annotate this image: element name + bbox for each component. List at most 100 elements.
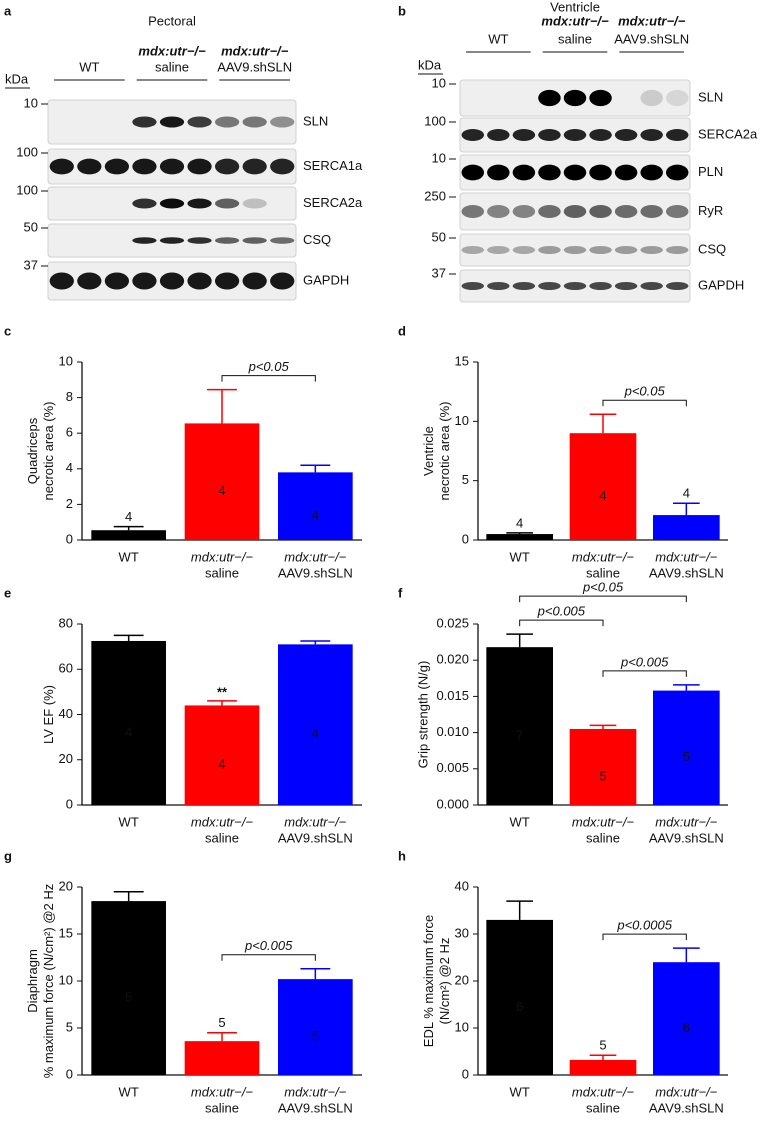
blot-band — [461, 129, 485, 141]
blot-band — [538, 205, 561, 218]
marker-label: 100 — [16, 144, 38, 159]
n-label: 6 — [516, 999, 523, 1014]
bar — [278, 472, 353, 540]
panel-letter: g — [4, 848, 12, 863]
y-tick-label: 20 — [455, 972, 469, 987]
blot-title: Pectoral — [148, 13, 196, 28]
blot-band — [665, 164, 689, 181]
y-tick-label: 0 — [66, 796, 73, 811]
blot-band — [640, 205, 663, 218]
x-tick-label: AAV9.shSLN — [278, 830, 353, 845]
y-tick-label: 0.000 — [436, 796, 469, 811]
x-tick-label: mdx:utr−/− — [191, 549, 254, 564]
blot-band — [640, 164, 663, 181]
blot-band — [512, 205, 536, 218]
bar — [184, 705, 260, 805]
blot-band — [665, 282, 689, 290]
blot-band — [640, 282, 663, 290]
n-label: 4 — [218, 757, 225, 772]
blot-band — [461, 246, 485, 254]
y-axis-label: (N/cm²) @2 Hz — [437, 938, 452, 1025]
protein-label: CSQ — [698, 241, 726, 256]
panel-letter: h — [398, 848, 406, 863]
x-tick-label: WT — [510, 814, 530, 829]
blot-band — [242, 198, 267, 209]
n-label: 7 — [516, 728, 523, 743]
x-tick-label: WT — [510, 1084, 530, 1099]
blot-band — [563, 129, 587, 141]
bar — [278, 979, 353, 1075]
y-axis-label: LV EF (%) — [41, 685, 56, 744]
y-tick-label: 0 — [66, 531, 73, 546]
blot-band — [538, 164, 561, 181]
blot-band — [187, 198, 212, 209]
blot-band — [132, 116, 157, 128]
blot-band — [159, 272, 185, 290]
marker-label: 100 — [16, 182, 38, 197]
group-label: mdx:utr−/− — [618, 13, 686, 28]
bar — [486, 647, 553, 805]
blot-band — [512, 246, 536, 254]
blot-band — [187, 237, 212, 244]
x-tick-label: mdx:utr−/− — [572, 814, 635, 829]
group-label: AAV9.shSLN — [217, 59, 292, 74]
marker-label: 37 — [432, 265, 446, 280]
x-tick-label: saline — [205, 1100, 239, 1115]
significance-label: p<0.05 — [624, 384, 666, 399]
y-tick-label: 0.025 — [436, 615, 469, 630]
marker-label: 37 — [24, 257, 38, 272]
blot-band — [614, 129, 638, 141]
significance-label: p<0.05 — [248, 359, 290, 374]
blot-band — [589, 205, 612, 218]
blot-band — [614, 205, 638, 218]
y-tick-label: 10 — [455, 1019, 469, 1034]
bar — [486, 534, 553, 540]
blot-band — [242, 116, 267, 128]
x-tick-label: saline — [205, 565, 239, 580]
y-tick-label: 0 — [66, 1066, 73, 1081]
y-tick-label: 15 — [59, 925, 73, 940]
blot-band — [665, 89, 689, 107]
blot-band — [77, 272, 102, 290]
blot-band — [487, 129, 510, 141]
blot-band — [270, 237, 295, 244]
blot-band — [242, 237, 267, 244]
blot-band — [132, 237, 157, 244]
x-tick-label: AAV9.shSLN — [649, 1100, 724, 1115]
protein-label: SERCA1a — [303, 158, 363, 173]
x-tick-label: mdx:utr−/− — [572, 1084, 635, 1099]
y-tick-label: 10 — [59, 972, 73, 987]
significance-bracket — [519, 619, 604, 627]
group-label: mdx:utr−/− — [138, 43, 206, 58]
group-label: saline — [558, 31, 592, 46]
bar — [569, 728, 637, 805]
marker-label: 10 — [24, 95, 38, 110]
blot-band — [665, 205, 689, 218]
blot-band — [270, 116, 295, 128]
blot-band — [187, 116, 212, 128]
marker-label: 50 — [432, 229, 446, 244]
y-axis-label: necrotic area (%) — [41, 402, 56, 501]
bar — [569, 433, 637, 540]
unit-label: kDa — [418, 57, 442, 72]
significance-label: p<0.005 — [620, 654, 669, 669]
blot-band — [487, 282, 510, 290]
blot-band — [538, 282, 561, 290]
panel-letter: c — [4, 323, 11, 338]
n-label: 4 — [312, 726, 319, 741]
blot-band — [614, 164, 638, 181]
significance-label: p<0.0005 — [616, 918, 672, 933]
protein-label: SERCA2a — [303, 195, 363, 210]
y-tick-label: 10 — [59, 353, 73, 368]
blot-band — [132, 272, 157, 290]
blot-band — [159, 158, 185, 175]
n-label: 5 — [599, 1038, 606, 1053]
y-axis-label: Diaphragm — [25, 949, 40, 1013]
bar — [184, 423, 260, 540]
bar — [184, 1041, 260, 1075]
y-tick-label: 0.020 — [436, 652, 469, 667]
panel-letter: e — [4, 585, 11, 600]
x-tick-label: mdx:utr−/− — [284, 814, 347, 829]
blot-band — [614, 246, 638, 254]
y-axis-label: % maximum force (N/cm²) @2 Hz — [41, 884, 56, 1079]
